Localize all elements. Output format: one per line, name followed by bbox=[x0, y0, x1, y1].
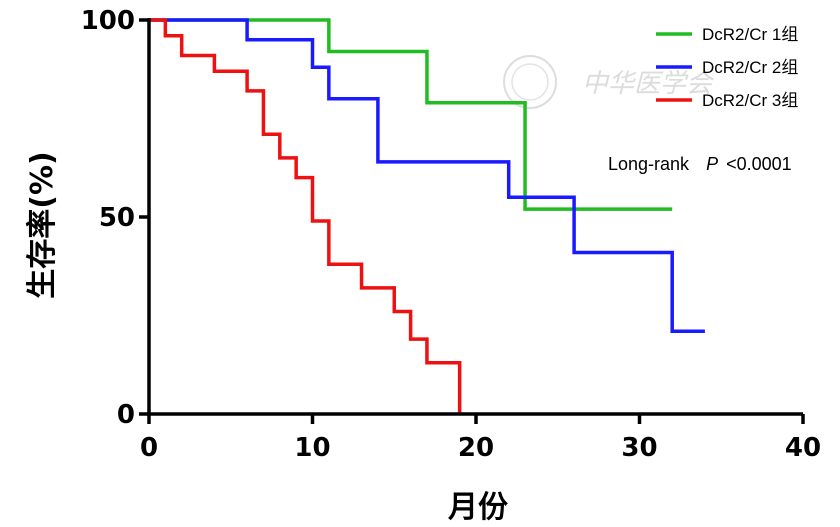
y-tick-label: 50 bbox=[99, 203, 135, 233]
x-tick-label: 10 bbox=[294, 433, 330, 463]
x-tick-label: 40 bbox=[785, 433, 821, 463]
logrank-p-value: <0.0001 bbox=[726, 154, 792, 174]
legend-label-2: DcR2/Cr 2组 bbox=[702, 58, 798, 77]
x-tick-label: 30 bbox=[621, 433, 657, 463]
x-tick-label: 0 bbox=[140, 433, 158, 463]
axes: 0 50 100 0 10 20 30 40 bbox=[81, 6, 821, 463]
y-axis-title: 生存率(%) bbox=[25, 151, 60, 298]
x-axis-title: 月份 bbox=[448, 490, 508, 525]
series-line-3 bbox=[149, 18, 462, 414]
logrank-prefix: Long-rank bbox=[608, 154, 690, 174]
plot-area bbox=[149, 18, 705, 414]
y-tick-label: 100 bbox=[81, 6, 135, 36]
series-line-1 bbox=[149, 18, 673, 211]
x-tick-label: 20 bbox=[458, 433, 494, 463]
watermark: 中华医学会 bbox=[503, 55, 715, 109]
legend-label-3: DcR2/Cr 3组 bbox=[702, 91, 798, 110]
series-line-2 bbox=[149, 18, 705, 334]
watermark-text: 中华医学会 bbox=[582, 69, 715, 99]
legend: DcR2/Cr 1组 DcR2/Cr 2组 DcR2/Cr 3组 bbox=[656, 25, 798, 110]
logrank-annotation: Long-rank P <0.0001 bbox=[608, 154, 792, 174]
watermark-seal-icon bbox=[503, 55, 557, 109]
y-tick-label: 0 bbox=[117, 400, 135, 430]
legend-label-1: DcR2/Cr 1组 bbox=[702, 25, 798, 44]
logrank-p-symbol: P bbox=[706, 154, 718, 174]
